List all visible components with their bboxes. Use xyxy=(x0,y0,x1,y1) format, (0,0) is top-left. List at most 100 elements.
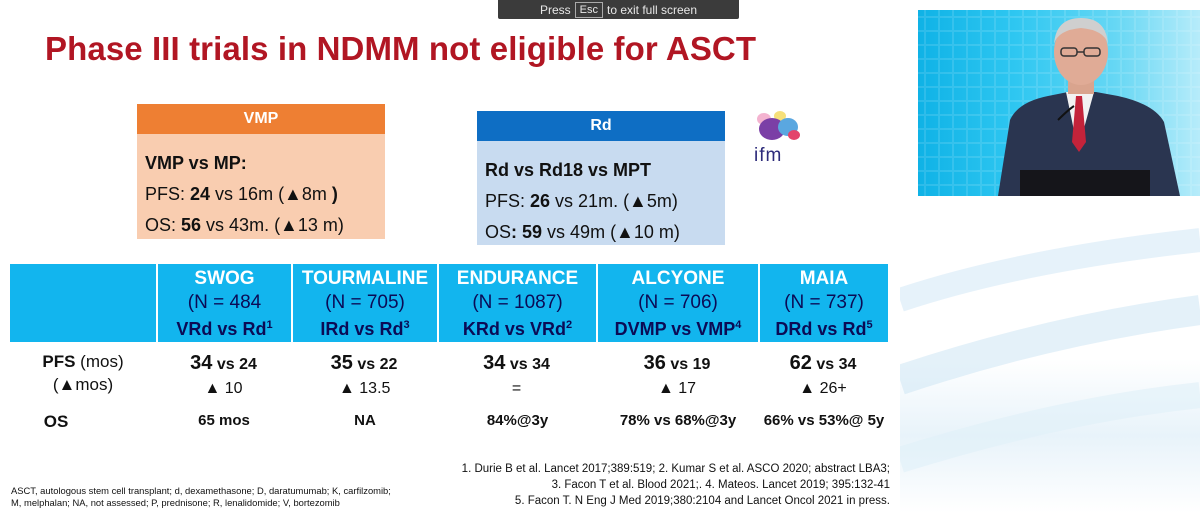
vmp-os-line: OS: 56 vs 43m. (▲13 m) xyxy=(145,210,377,241)
rd-os-label: OS xyxy=(485,222,512,242)
vmp-comparison: VMP vs MP: xyxy=(145,153,247,173)
pfs-maia: 62 vs 34 ▲ 26+ xyxy=(758,350,888,400)
os-row-label: OS xyxy=(10,412,102,432)
pfs-row-label: PFS (mos) (▲mos) xyxy=(10,350,156,400)
vmp-os-value: 56 xyxy=(181,215,202,235)
pfs-alcyone: 36 vs 19 ▲ 17 xyxy=(596,350,758,400)
vmp-pfs-rest: vs 16m (▲8m xyxy=(210,184,327,204)
trial-ref: 2 xyxy=(565,319,573,331)
trial-ref: 4 xyxy=(735,319,742,331)
notice-rest: to exit full screen xyxy=(606,2,698,17)
trials-table-header: SWOG (N = 484 VRd vs Rd1 TOURMALINE (N =… xyxy=(10,264,888,342)
pfs-a: 34 xyxy=(190,352,213,374)
pfs-values: 35 vs 22 xyxy=(291,350,437,378)
pfs-b: 19 xyxy=(692,356,711,373)
os-endurance: 84%@3y xyxy=(486,412,549,429)
ifm-logo-text: ifm xyxy=(754,145,783,166)
os-tourmaline: NA xyxy=(354,412,376,429)
rd-pfs-value: 26 xyxy=(530,191,551,211)
pfs-values: 34 vs 34 xyxy=(437,350,596,378)
rd-box-header: Rd xyxy=(477,111,725,141)
rd-pfs-label: PFS: xyxy=(485,191,531,211)
pfs-endurance: 34 vs 34 = xyxy=(437,350,596,400)
trial-comparison: DRd vs Rd5 xyxy=(760,314,888,341)
vmp-pfs-line: PFS: 24 vs 16m (▲8m ) xyxy=(145,179,377,210)
presentation-slide: Press Esc to exit full screen Phase III … xyxy=(10,0,890,509)
reference-line: 1. Durie B et al. Lancet 2017;389:519; 2… xyxy=(461,463,890,475)
header-alcyone: ALCYONE (N = 706) DVMP vs VMP4 xyxy=(596,264,758,342)
pfs-delta-label: (▲mos) xyxy=(52,375,114,394)
header-endurance: ENDURANCE (N = 1087) KRd vs VRd2 xyxy=(437,264,596,342)
pfs-label-line: PFS (mos) xyxy=(10,350,156,374)
pfs-vs: vs xyxy=(352,356,380,373)
pfs-vs: vs xyxy=(811,356,839,373)
pfs-delta: ▲ 26+ xyxy=(799,380,847,397)
pfs-label: PFS xyxy=(42,352,76,371)
pfs-b: 24 xyxy=(239,356,257,373)
trial-ref: 3 xyxy=(403,319,410,331)
rd-pfs-rest: vs 21m. (▲5m) xyxy=(550,191,678,211)
os-swog: 65 mos xyxy=(198,412,250,429)
speaker-camera-feed xyxy=(918,10,1200,196)
pfs-swog: 34 vs 24 ▲ 10 xyxy=(156,350,291,400)
rd-comparison: Rd vs Rd18 vs MPT xyxy=(485,160,652,180)
ifm-logo-icon xyxy=(757,111,800,140)
reference-line: 3. Facon T et al. Blood 2021;. 4. Mateos… xyxy=(551,479,890,491)
header-maia: MAIA (N = 737) DRd vs Rd5 xyxy=(758,264,888,342)
header-swog: SWOG (N = 484 VRd vs Rd1 xyxy=(156,264,291,342)
trial-n: (N = 705) xyxy=(325,292,405,313)
header-tourmaline: TOURMALINE (N = 705) IRd vs Rd3 xyxy=(291,264,437,342)
header-blank-cell xyxy=(10,264,156,342)
pfs-values: 36 vs 19 xyxy=(596,350,758,378)
vmp-os-label: OS: xyxy=(145,215,182,235)
vmp-pfs-value: 24 xyxy=(190,184,211,204)
trial-n: (N = 1087) xyxy=(472,292,563,313)
trial-comparison: IRd vs Rd3 xyxy=(293,314,437,341)
decorative-waves-icon xyxy=(900,228,1200,473)
pfs-vs: vs xyxy=(665,356,693,373)
pfs-row: PFS (mos) (▲mos) 34 vs 24 ▲ 10 35 vs 22 … xyxy=(10,350,888,400)
vmp-pfs-label: PFS: xyxy=(145,184,191,204)
os-label: OS xyxy=(43,412,69,431)
pfs-a: 36 xyxy=(643,352,666,374)
trial-name: SWOG xyxy=(194,268,255,289)
pfs-delta: ▲ 13.5 xyxy=(339,380,391,397)
vmp-os-rest: vs 43m. (▲13 m) xyxy=(201,215,344,235)
rd-os-value: : 59 xyxy=(511,222,543,242)
trial-name: TOURMALINE xyxy=(301,268,429,289)
pfs-b: 34 xyxy=(838,356,857,373)
trial-ref: 1 xyxy=(266,319,273,331)
abbreviations-footnote: ASCT, autologous stem cell transplant; d… xyxy=(11,485,431,509)
rd-pfs-line: PFS: 26 vs 21m. (▲5m) xyxy=(485,186,717,217)
trial-cmp-text: DVMP vs VMP xyxy=(614,319,736,339)
references-footnote: 1. Durie B et al. Lancet 2017;389:519; 2… xyxy=(390,461,890,509)
os-row: OS 65 mos NA 84%@3y 78% vs 68%@3y 66% vs… xyxy=(10,412,888,432)
slide-title: Phase III trials in NDMM not eligible fo… xyxy=(45,30,757,67)
pfs-vs: vs xyxy=(212,356,240,373)
trial-cmp-text: VRd vs Rd xyxy=(176,319,267,339)
os-alcyone: 78% vs 68%@3y xyxy=(619,412,737,429)
pfs-b: 34 xyxy=(532,356,550,373)
trial-cmp-text: IRd vs Rd xyxy=(320,319,404,339)
reference-line: 5. Facon T. N Eng J Med 2019;380:2104 an… xyxy=(514,495,890,507)
trial-name: MAIA xyxy=(799,268,849,289)
trial-ref: 5 xyxy=(866,319,873,331)
pfs-delta: ▲ 17 xyxy=(657,380,697,397)
pfs-values: 62 vs 34 xyxy=(758,350,888,378)
rd-os-line: OS: 59 vs 49m (▲10 m) xyxy=(485,217,717,248)
pfs-delta: ▲ 10 xyxy=(204,380,243,397)
trial-n: (N = 706) xyxy=(638,292,718,313)
abbrev-line: M, melphalan; NA, not assessed; P, predn… xyxy=(11,497,340,508)
trial-name: ENDURANCE xyxy=(456,268,579,289)
pfs-vs: vs xyxy=(505,356,533,373)
trial-n: (N = 484 xyxy=(187,292,262,313)
trial-comparison: KRd vs VRd2 xyxy=(439,314,596,341)
pfs-a: 62 xyxy=(789,352,812,374)
trial-cmp-text: KRd vs VRd xyxy=(462,319,566,339)
pfs-a: 34 xyxy=(483,352,506,374)
vmp-summary-box: VMP VMP vs MP: PFS: 24 vs 16m (▲8m ) OS:… xyxy=(137,104,385,239)
pfs-tourmaline: 35 vs 22 ▲ 13.5 xyxy=(291,350,437,400)
fullscreen-exit-notice: Press Esc to exit full screen xyxy=(498,0,739,19)
trial-n: (N = 737) xyxy=(784,292,864,313)
pfs-b: 22 xyxy=(379,356,398,373)
